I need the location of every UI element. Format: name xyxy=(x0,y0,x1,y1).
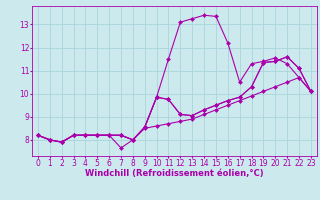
X-axis label: Windchill (Refroidissement éolien,°C): Windchill (Refroidissement éolien,°C) xyxy=(85,169,264,178)
